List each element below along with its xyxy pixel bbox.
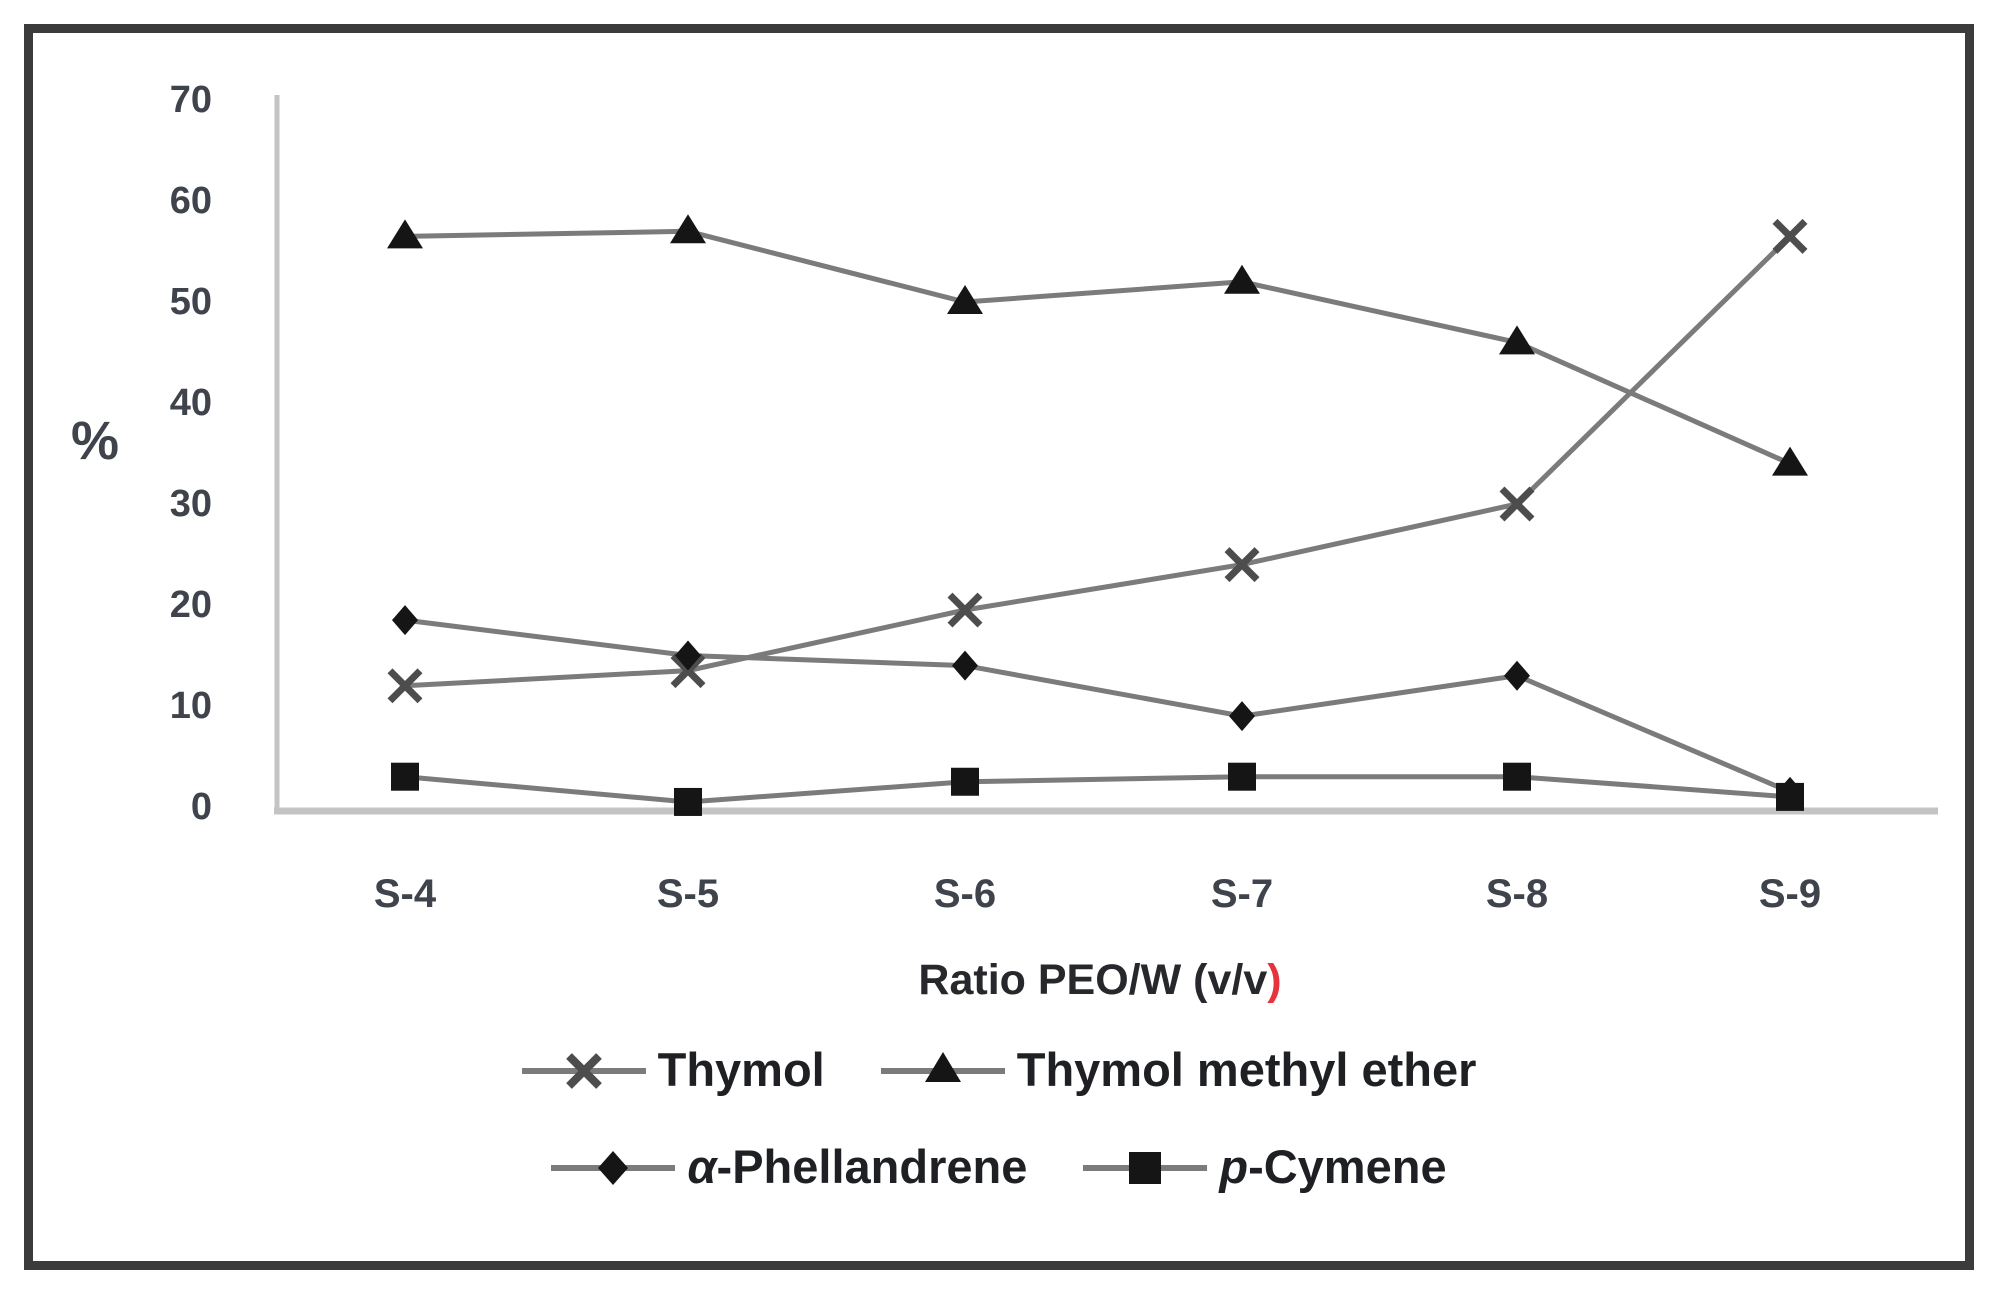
legend-row: Thymol Thymol methyl ether	[520, 1042, 1477, 1097]
legend: Thymol Thymol methyl ether α-Phellandrene p…	[0, 1042, 1996, 1194]
x-axis-title-paren: )	[1267, 956, 1282, 1004]
triangle-marker-icon	[880, 1051, 1005, 1082]
square-marker-icon	[1083, 1151, 1208, 1184]
y-axis-title: %	[70, 411, 119, 471]
diamond-marker-icon	[551, 1150, 676, 1185]
series-markers-thymol-methyl-ether	[387, 214, 1808, 476]
x-axis-title: Ratio PEO/W (v/v)	[600, 956, 1600, 1005]
y-tick-label: 0	[190, 786, 212, 828]
series-markers-thymol	[387, 218, 1808, 704]
series-line-thymol-methyl-ether	[404, 228, 1792, 466]
x-tick-label: S-5	[656, 872, 720, 916]
x-tick-label: S-4	[373, 872, 437, 916]
legend-label: p-Cymene	[1219, 1140, 1447, 1193]
series-line-thymol	[404, 234, 1792, 689]
x-marker-icon	[521, 1052, 646, 1089]
series-markers-p-cymene	[391, 762, 1804, 816]
y-tick-label: 20	[169, 584, 212, 626]
y-tick-label: 50	[169, 281, 212, 323]
legend-item-thymol-methyl-ether: Thymol methyl ether	[879, 1042, 1477, 1097]
legend-item-phellandrene: α-Phellandrene	[549, 1139, 1027, 1194]
legend-item-p-cymene: p-Cymene	[1081, 1139, 1447, 1194]
legend-label: α-Phellandrene	[687, 1140, 1028, 1193]
y-tick-label: 40	[169, 382, 212, 424]
y-tick-label: 10	[169, 685, 212, 727]
x-axis-title-text: Ratio PEO/W (v/v	[918, 956, 1268, 1004]
x-tick-label: S-8	[1485, 872, 1549, 916]
x-tick-label: S-9	[1758, 872, 1822, 916]
series-line-p-cymene	[404, 774, 1791, 805]
y-tick-label: 60	[169, 180, 212, 222]
y-tick-label: 70	[169, 79, 212, 121]
figure-frame	[24, 24, 1974, 1270]
legend-item-thymol: Thymol	[520, 1042, 825, 1097]
legend-row: α-Phellandrene p-Cymene	[549, 1139, 1447, 1194]
series-line-phellandrene	[404, 617, 1791, 795]
x-tick-label: S-7	[1210, 872, 1274, 916]
x-tick-label: S-6	[933, 872, 997, 916]
legend-label: Thymol methyl ether	[1016, 1043, 1477, 1096]
y-tick-label: 30	[169, 483, 212, 525]
legend-label: Thymol	[657, 1043, 825, 1096]
